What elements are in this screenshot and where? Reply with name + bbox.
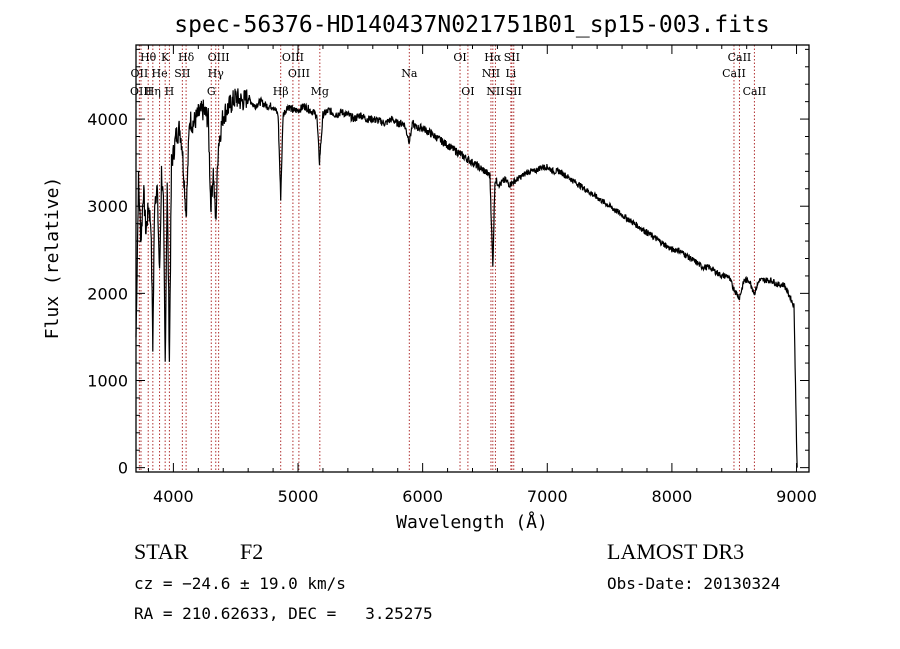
y-tick-label-2000: 2000 [87,284,128,303]
line-label-4304: G [207,85,216,98]
line-label-6708: Li [505,67,516,80]
spectrum-line [135,88,798,468]
line-label-5893: Na [401,67,418,80]
line-label-4102: Hδ [178,51,195,64]
line-label-5007: OIII [288,67,310,80]
y-axis-label: Flux (relative) [42,177,63,340]
y-tick-label-3000: 3000 [87,197,128,216]
line-label-5175: Mg [311,85,329,98]
line-label-8662: CaII [743,85,767,98]
line-label-6300: OI [453,51,466,64]
y-tick-label-0: 0 [118,459,128,478]
line-label-6731: SII [506,85,522,98]
line-label-6363: OI [461,85,474,98]
line-label-8542: CaII [728,51,752,64]
spectral-line-labels: Hθ OII OIII K He Hη Hδ SII H OIII Hγ G OIII OIII Hβ Mg N… [130,51,766,98]
redshift-readout: cz = −24.6 ± 19.0 km/s [134,574,346,593]
x-axis-label: Wavelength (Å) [396,511,548,533]
y-tick-label-4000: 4000 [87,110,128,129]
line-label-4861: Hβ [273,85,289,98]
line-label-6716: SII [504,51,520,64]
survey-name: LAMOST DR3 [607,539,745,564]
coordinates: RA = 210.62633, DEC = 3.25275 [134,604,433,623]
x-tick-label-5000: 5000 [278,487,319,506]
x-tick-label-8000: 8000 [652,487,693,506]
line-label-4072: SII [174,67,190,80]
line-label-3934: K [161,51,170,64]
x-tick-label-4000: 4000 [153,487,194,506]
line-label-6563: Hα [484,51,502,64]
x-tick-label-9000: 9000 [776,487,817,506]
line-label-3798: Hθ [140,51,157,64]
line-label-4340: Hγ [208,67,225,80]
line-label-4959: OIII [282,51,304,64]
line-label-6584: NII [486,85,504,98]
x-tick-label-7000: 7000 [527,487,568,506]
y-tick-label-1000: 1000 [87,372,128,391]
line-label-3968: H [165,85,175,98]
line-label-3889: He [152,67,168,80]
chart-title: spec-56376-HD140437N021751B01_sp15-003.f… [174,12,769,38]
line-label-4363: OIII [208,51,230,64]
line-label-8498: CaII [722,67,746,80]
line-label-3835: Hη [145,85,161,98]
x-tick-label-6000: 6000 [402,487,443,506]
axis-ticks: 4000 5000 6000 7000 8000 9000 0 1000 2000 3000 400… [87,45,817,506]
subclass: F2 [240,539,264,564]
line-label-3740: OIII [130,85,152,98]
line-label-6548: NII [482,67,500,80]
plot-frame [135,44,810,473]
object-class: STAR [134,539,189,564]
line-label-3727: OII [131,67,149,80]
obs-date: Obs-Date: 20130324 [607,574,781,593]
spectral-line-markers [138,45,755,472]
